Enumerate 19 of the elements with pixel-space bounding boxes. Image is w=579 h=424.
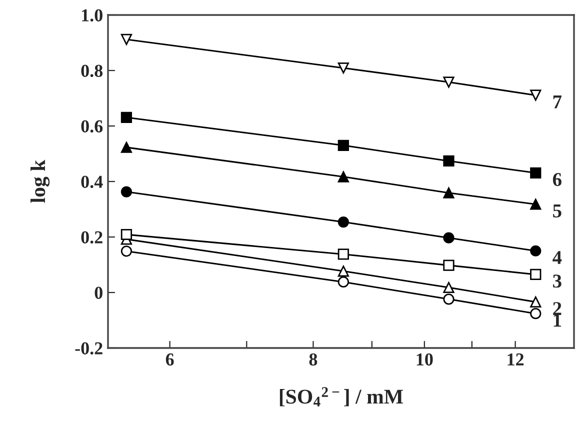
- y-tick-label: -0.2: [75, 342, 102, 355]
- x-tick-label: 12: [508, 353, 524, 366]
- y-tick-label: 1.0: [82, 9, 102, 22]
- series-label: 6: [552, 173, 562, 186]
- x-tick-label: 10: [416, 353, 433, 366]
- series-label: 4: [552, 251, 562, 264]
- series-label: 5: [553, 204, 562, 218]
- x-tick-label: 6: [166, 353, 174, 366]
- y-axis-title: log k: [30, 160, 50, 203]
- y-tick-label: 0.4: [81, 176, 103, 188]
- series-label: 3: [553, 274, 562, 288]
- y-tick-label: 0: [94, 286, 102, 299]
- x-tick-label: 8: [309, 353, 318, 366]
- series-label: 7: [553, 95, 562, 108]
- series-label: 2: [553, 302, 562, 315]
- y-tick-label: 0.6: [81, 120, 103, 133]
- x-axis-title: [SO$_{4}$$^{2−}$] / mM: [280, 387, 403, 406]
- y-tick-label: 0.8: [81, 64, 103, 78]
- y-tick-label: 0.2: [81, 231, 102, 244]
